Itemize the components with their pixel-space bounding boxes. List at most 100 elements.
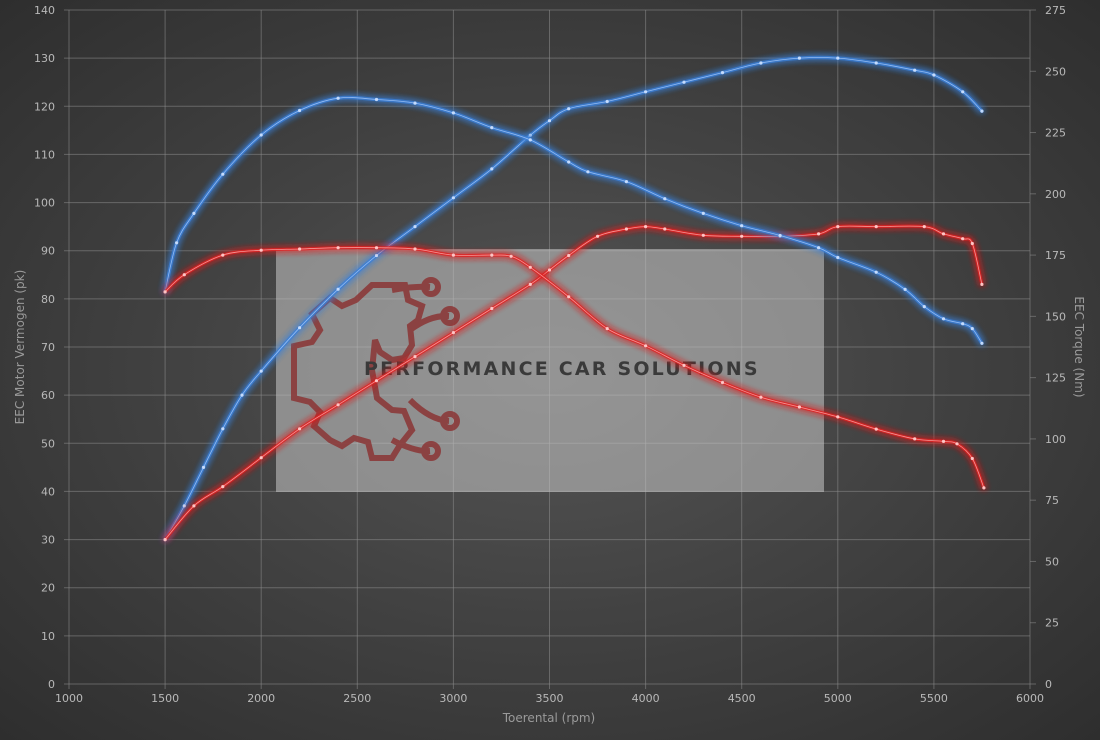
y-right-tick-label: 225 xyxy=(1045,127,1066,140)
data-point xyxy=(682,80,686,84)
data-point xyxy=(663,227,667,231)
data-point xyxy=(451,196,455,200)
data-point xyxy=(922,305,926,309)
data-point xyxy=(490,253,494,257)
data-point xyxy=(778,233,782,238)
data-point xyxy=(259,369,263,373)
data-point xyxy=(596,234,600,238)
data-point xyxy=(961,90,965,94)
data-point xyxy=(605,327,609,331)
x-tick-label: 2000 xyxy=(247,692,275,705)
data-point xyxy=(970,327,974,331)
data-point xyxy=(797,56,802,60)
data-point xyxy=(240,393,244,397)
watermark-text: PERFORMANCE CAR SOLUTIONS xyxy=(364,358,760,380)
data-point xyxy=(374,253,379,258)
data-point xyxy=(624,227,629,231)
data-point xyxy=(941,439,946,443)
data-point xyxy=(528,282,532,286)
y-right-axis-title: EEC Torque (Nm) xyxy=(1072,296,1086,397)
data-point xyxy=(298,427,302,431)
data-point xyxy=(451,253,455,257)
data-point xyxy=(374,379,379,383)
data-point xyxy=(836,56,840,60)
data-point xyxy=(874,61,878,65)
data-point xyxy=(644,90,648,94)
y-left-tick-label: 140 xyxy=(34,4,55,17)
data-point xyxy=(644,225,648,229)
data-point xyxy=(336,96,340,100)
series-line-highlight xyxy=(164,97,983,344)
y-left-tick-label: 10 xyxy=(41,630,55,643)
data-point xyxy=(701,211,705,215)
y-left-tick-label: 30 xyxy=(41,534,55,547)
y-left-axis-title: EEC Motor Vermogen (pk) xyxy=(13,270,27,425)
series-line-highlight xyxy=(164,225,983,540)
y-right-tick-label: 250 xyxy=(1045,65,1066,78)
data-point xyxy=(374,97,379,102)
data-point xyxy=(941,317,946,321)
data-point xyxy=(547,119,552,123)
data-point xyxy=(970,456,974,461)
y-right-tick-label: 275 xyxy=(1045,4,1066,17)
data-point xyxy=(874,225,878,229)
data-point xyxy=(980,282,984,286)
data-point xyxy=(836,225,840,229)
y-left-tick-label: 0 xyxy=(48,678,55,691)
series-layer xyxy=(163,55,986,542)
y-right-tick-label: 175 xyxy=(1045,249,1066,262)
data-point xyxy=(182,504,186,508)
data-point xyxy=(644,344,648,348)
data-point xyxy=(913,437,917,441)
data-point xyxy=(836,415,840,419)
x-tick-label: 5500 xyxy=(920,692,948,705)
y-right-tick-label: 125 xyxy=(1045,372,1066,385)
data-point xyxy=(259,133,263,137)
data-point xyxy=(817,246,821,250)
data-point xyxy=(451,111,455,115)
y-left-tick-label: 110 xyxy=(34,148,55,161)
data-point xyxy=(374,246,379,250)
y-right-tick-label: 0 xyxy=(1045,678,1052,691)
data-point xyxy=(874,270,878,274)
data-point xyxy=(567,295,571,299)
data-point xyxy=(740,224,744,228)
data-point xyxy=(903,287,907,291)
x-tick-label: 6000 xyxy=(1016,692,1044,705)
y-right-tick-label: 25 xyxy=(1045,617,1059,630)
data-point xyxy=(797,405,802,409)
y-right-tick-label: 75 xyxy=(1045,494,1059,507)
data-point xyxy=(982,486,986,490)
data-point xyxy=(836,255,840,260)
data-point xyxy=(624,180,629,184)
data-point xyxy=(182,273,186,277)
x-tick-label: 4500 xyxy=(728,692,756,705)
data-point xyxy=(567,253,571,258)
x-tick-label: 5000 xyxy=(824,692,852,705)
data-point xyxy=(740,234,744,238)
x-axis-title: Toerental (rpm) xyxy=(502,711,595,725)
data-point xyxy=(163,290,167,294)
data-point xyxy=(720,71,725,75)
y-left-tick-label: 20 xyxy=(41,582,55,595)
data-point xyxy=(201,465,206,469)
data-point xyxy=(192,211,196,215)
data-point xyxy=(922,225,926,229)
data-point xyxy=(913,68,917,72)
data-point xyxy=(759,61,763,65)
data-point xyxy=(932,73,936,77)
data-point xyxy=(682,363,686,367)
data-point xyxy=(221,427,225,431)
data-point xyxy=(175,241,179,245)
y-left-tick-label: 100 xyxy=(34,197,55,210)
data-point xyxy=(586,170,590,174)
data-point xyxy=(605,99,609,104)
data-point xyxy=(567,160,571,164)
data-point xyxy=(961,322,965,326)
data-point xyxy=(221,253,225,257)
data-point xyxy=(720,380,725,385)
data-point xyxy=(336,403,340,407)
data-point xyxy=(759,395,763,399)
data-point xyxy=(451,331,455,335)
